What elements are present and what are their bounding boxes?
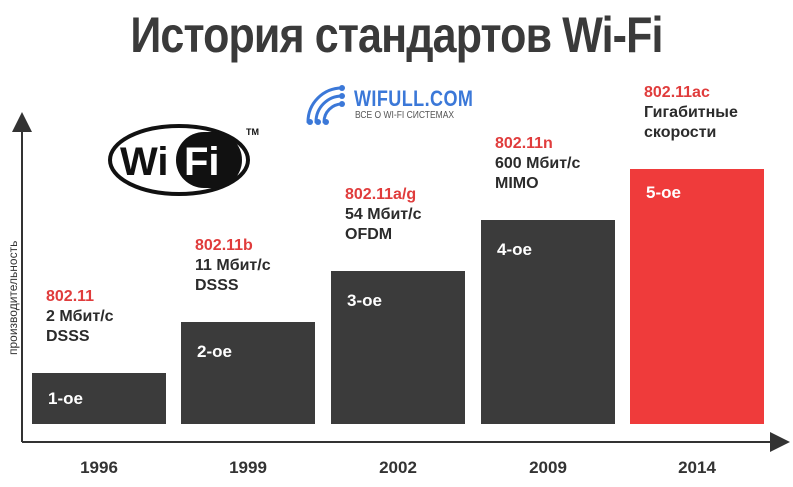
x-tick-label: 2002 bbox=[379, 458, 417, 477]
standard-detail: MIMO bbox=[495, 175, 539, 192]
wifi-signal-icon bbox=[306, 85, 345, 125]
x-tick-label: 2009 bbox=[529, 458, 567, 477]
x-tick-label: 1996 bbox=[80, 458, 118, 477]
bar-1996 bbox=[32, 373, 166, 424]
annotation-1996: 802.11 2 Мбит/с DSSS bbox=[46, 287, 114, 347]
standard-detail: 2 Мбит/с bbox=[46, 308, 114, 325]
bar-1999 bbox=[181, 322, 315, 424]
wifi-logo: Wi Fi bbox=[108, 124, 250, 196]
standard-name: 802.11 bbox=[46, 288, 95, 305]
y-axis-label: производительность bbox=[6, 240, 20, 355]
x-tick-label: 1999 bbox=[229, 458, 267, 477]
page-title: История стандартов Wi-Fi bbox=[130, 7, 663, 63]
bar-label-1996: 1-ое bbox=[48, 389, 83, 408]
logo-tm: TM bbox=[246, 127, 259, 137]
standard-name: 802.11ac bbox=[644, 84, 710, 101]
bar-2014 bbox=[630, 169, 764, 424]
standard-detail: 54 Мбит/с bbox=[345, 206, 422, 223]
standard-detail: DSSS bbox=[46, 328, 90, 345]
bar-2009 bbox=[481, 220, 615, 424]
standard-name: 802.11n bbox=[495, 135, 553, 152]
annotation-1999: 802.11b 11 Мбит/с DSSS bbox=[195, 236, 271, 296]
standard-detail: скорости bbox=[644, 124, 717, 141]
brand-name: WIFULL.COM bbox=[354, 86, 474, 111]
annotation-2009: 802.11n 600 Мбит/с MIMO bbox=[495, 134, 580, 194]
standard-detail: OFDM bbox=[345, 226, 393, 243]
standard-name: 802.11a/g bbox=[345, 186, 417, 203]
bar-2002 bbox=[331, 271, 465, 424]
standard-detail: 11 Мбит/с bbox=[195, 257, 271, 274]
bar-label-2009: 4-ое bbox=[497, 240, 532, 259]
brand-tagline: ВСЕ О WI-FI СИСТЕМАХ bbox=[355, 110, 455, 121]
standard-detail: DSSS bbox=[195, 277, 239, 294]
bar-label-2014: 5-ое bbox=[646, 183, 681, 202]
bar-label-2002: 3-ое bbox=[347, 291, 382, 310]
annotation-2014: 802.11ac Гигабитные скорости bbox=[644, 83, 738, 143]
brand-watermark: WIFULL.COM ВСЕ О WI-FI СИСТЕМАХ bbox=[302, 80, 482, 130]
standard-detail: 600 Мбит/с bbox=[495, 155, 581, 172]
standard-detail: Гигабитные bbox=[644, 104, 738, 121]
x-tick-label: 2014 bbox=[678, 458, 716, 477]
bar-label-1999: 2-ое bbox=[197, 342, 232, 361]
logo-wi: Wi bbox=[120, 140, 169, 184]
annotation-2002: 802.11a/g 54 Мбит/с OFDM bbox=[345, 185, 421, 245]
standard-name: 802.11b bbox=[195, 237, 253, 254]
logo-fi: Fi bbox=[184, 140, 220, 184]
